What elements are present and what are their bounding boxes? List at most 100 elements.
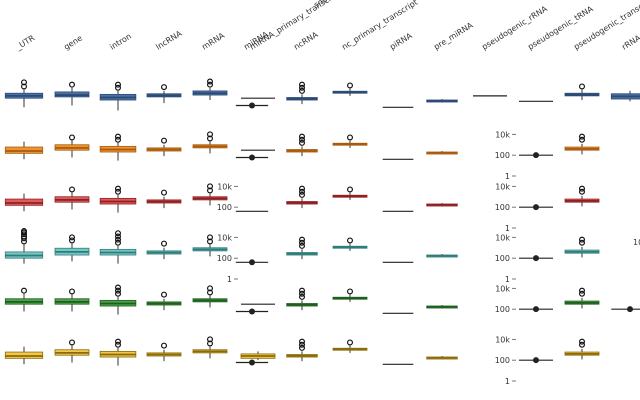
outlier-point (299, 344, 306, 351)
box-r5-c1 (54, 339, 90, 363)
tick-label-partial: 10 (633, 238, 640, 247)
box-r2-c2 (99, 185, 137, 213)
outlier-point (578, 239, 585, 246)
outlier-point (114, 81, 121, 88)
outlier-point (114, 284, 121, 291)
outlier-point (578, 83, 585, 90)
outlier-point (627, 306, 633, 313)
box-r4-c12 (519, 306, 553, 313)
outlier-point (299, 87, 306, 94)
outlier-point (533, 152, 539, 159)
box-r4-c5 (235, 308, 269, 315)
box-r5-c4 (192, 336, 228, 359)
box-r4-c7 (286, 287, 318, 311)
outlier-point (114, 233, 121, 240)
outlier-point (578, 290, 585, 297)
tick-label: 1 (505, 377, 510, 386)
outlier-point (347, 134, 354, 141)
tick-label: 100 (495, 151, 510, 160)
outlier-point (68, 237, 75, 244)
tick-label: 100 (495, 203, 510, 212)
outlier-point (68, 134, 75, 141)
outlier-point (114, 188, 121, 195)
box-r4-c8 (332, 288, 368, 302)
outlier-point (299, 191, 306, 198)
box-r0-c10 (426, 99, 458, 103)
outlier-point (578, 236, 585, 243)
tick-label: 100 (495, 254, 510, 263)
box-r1-c12 (519, 152, 553, 159)
tick-label: 1 (505, 172, 510, 181)
outlier-point (114, 236, 121, 243)
box-r2-c0 (4, 193, 44, 212)
box-r0-c5 (235, 102, 269, 109)
outlier-point (299, 341, 306, 348)
box-r1-c8 (332, 134, 368, 148)
box-r3-c13 (564, 236, 600, 258)
outlier-point (533, 255, 539, 262)
outlier-point (299, 242, 306, 249)
outlier-point (207, 135, 214, 142)
outlier-point (299, 290, 306, 297)
outlier-point (207, 340, 214, 347)
tick-label: 1 (227, 275, 232, 284)
outlier-point (114, 133, 121, 140)
tick-label: 10k (495, 284, 510, 293)
outlier-point (21, 287, 28, 294)
box-r0-c3 (146, 84, 182, 104)
outlier-point (299, 81, 306, 88)
outlier-point (249, 308, 255, 315)
outlier-point (68, 339, 75, 346)
outlier-point (347, 339, 354, 346)
outlier-point (207, 81, 214, 88)
outlier-point (68, 234, 75, 241)
box-r3-c3 (146, 240, 182, 260)
outlier-point (578, 185, 585, 192)
plot-panels (4, 78, 640, 366)
outlier-point (114, 341, 121, 348)
column-label-3: lncRNA (154, 29, 184, 52)
outlier-point (114, 290, 121, 297)
box-r2-c1 (54, 186, 90, 210)
box-r0-c8 (332, 82, 368, 96)
outlier-point (68, 186, 75, 193)
outlier-point (347, 82, 354, 89)
outlier-point (249, 154, 255, 161)
outlier-point (578, 133, 585, 140)
outlier-point (299, 133, 306, 140)
outlier-point (299, 293, 306, 300)
outlier-point (578, 188, 585, 195)
outlier-point (533, 306, 539, 313)
column-label-10: pre_miRNA (432, 20, 475, 51)
box-r1-c10 (426, 151, 458, 155)
tick-label: 100 (217, 203, 232, 212)
outlier-point (299, 139, 306, 146)
outlier-point (207, 238, 214, 245)
box-r0-c4 (192, 78, 228, 101)
outlier-point (578, 338, 585, 345)
outlier-point (299, 185, 306, 192)
box-r3-c8 (332, 237, 368, 251)
outlier-point (533, 357, 539, 364)
outlier-point (21, 233, 28, 240)
outlier-point (533, 204, 539, 211)
outlier-point (161, 84, 168, 91)
outlier-point (161, 240, 168, 247)
outlier-point (207, 336, 214, 343)
box-r3-c10 (426, 254, 458, 258)
tick-label: 100 (495, 356, 510, 365)
y-axis-ticks: 10k100110k10010k100110k100110k100110k100… (217, 130, 516, 386)
box-r4-c13 (564, 287, 600, 309)
outlier-point (249, 102, 255, 109)
box-r5-c13 (564, 338, 600, 360)
outlier-point (207, 183, 214, 190)
outlier-point (21, 83, 28, 90)
box-r1-c4 (192, 131, 228, 154)
outlier-point (207, 78, 214, 85)
box-r3-c12 (519, 255, 553, 262)
outlier-point (114, 338, 121, 345)
box-r3-c5 (235, 259, 269, 266)
box-r0-c2 (99, 81, 137, 111)
outlier-point (21, 79, 28, 86)
outlier-point (161, 189, 168, 196)
